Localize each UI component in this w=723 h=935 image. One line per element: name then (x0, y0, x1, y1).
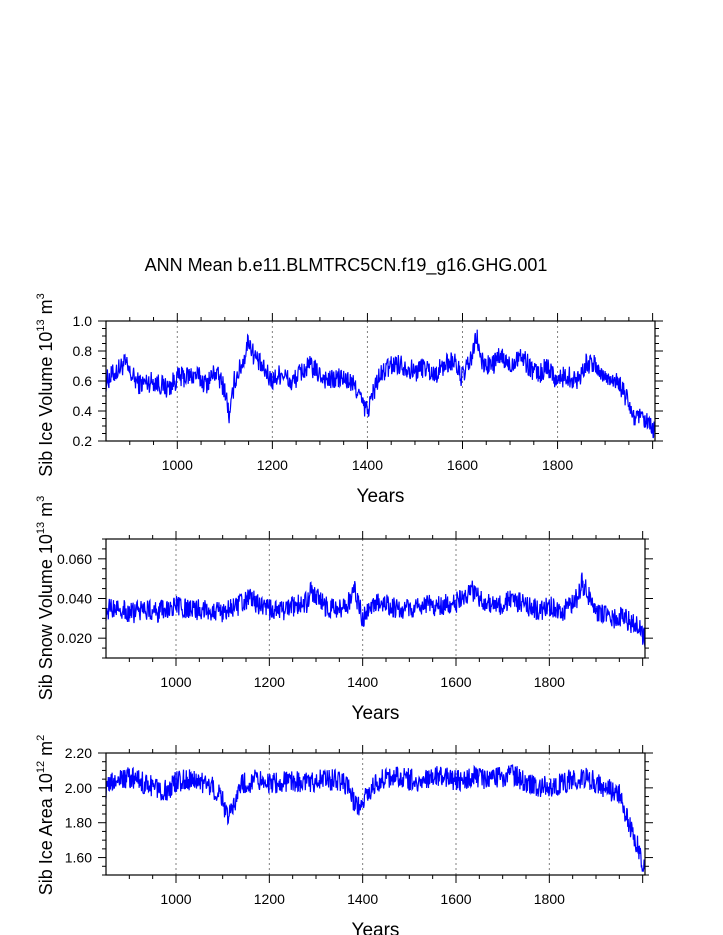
y-tick-label: 0.020 (57, 630, 92, 646)
y-tick-label: 0.040 (57, 591, 92, 607)
x-tick-label: 1600 (440, 891, 471, 907)
y-tick-label: 1.60 (65, 850, 92, 866)
x-tick-label: 1800 (534, 674, 565, 690)
y-tick-label: 1.0 (73, 313, 93, 329)
figure-title: ANN Mean b.e11.BLMTRC5CN.f19_g16.GHG.001 (145, 255, 548, 276)
x-tick-label: 1600 (447, 457, 478, 473)
x-tick-label: 1800 (534, 891, 565, 907)
x-tick-label: 1400 (347, 891, 378, 907)
y-tick-label: 2.00 (65, 780, 92, 796)
panel-snow-volume: 1000 1200 1400 1600 1800 0.020 0.040 0.060 Years… (35, 496, 653, 724)
y-tick-label: 0.2 (73, 433, 93, 449)
x-tick-label: 1400 (352, 457, 383, 473)
panel-ice-area: 1000 1200 1400 1600 1800 1.60 1.80 2.00 2.20 Year… (35, 735, 653, 935)
x-tick-label: 1400 (347, 674, 378, 690)
y-axis-label: Sib Snow Volume 1013m3 (35, 496, 56, 700)
x-tick-label: 1800 (542, 457, 573, 473)
x-tick-label: 1200 (254, 674, 285, 690)
x-tick-label: 1000 (160, 674, 191, 690)
plot-frame (105, 538, 646, 659)
x-tick-label: 1000 (160, 891, 191, 907)
series-line (105, 329, 656, 439)
x-axis-label: Years (357, 486, 405, 507)
panel-ice-volume: 1000 1200 1400 1600 1800 0.2 0.4 0.6 0.8 1.0 Years… (35, 293, 663, 507)
y-tick-label: 0.6 (73, 373, 93, 389)
x-tick-label: 1200 (257, 457, 288, 473)
y-tick-label: 1.80 (65, 815, 92, 831)
x-tick-label: 1200 (254, 891, 285, 907)
y-tick-label: 2.20 (65, 745, 92, 761)
y-tick-label: 0.8 (73, 343, 93, 359)
y-tick-label: 0.4 (73, 403, 93, 419)
x-axis-label: Years (352, 703, 400, 724)
series-line (105, 764, 646, 872)
y-tick-label: 0.060 (57, 551, 92, 567)
y-axis-label: Sib Ice Area 1012m2 (35, 735, 56, 895)
x-tick-label: 1000 (162, 457, 193, 473)
y-axis-label: Sib Ice Volume 1013m3 (35, 293, 56, 476)
x-axis-label: Years (352, 920, 400, 935)
x-tick-label: 1600 (440, 674, 471, 690)
series-line (105, 572, 646, 648)
